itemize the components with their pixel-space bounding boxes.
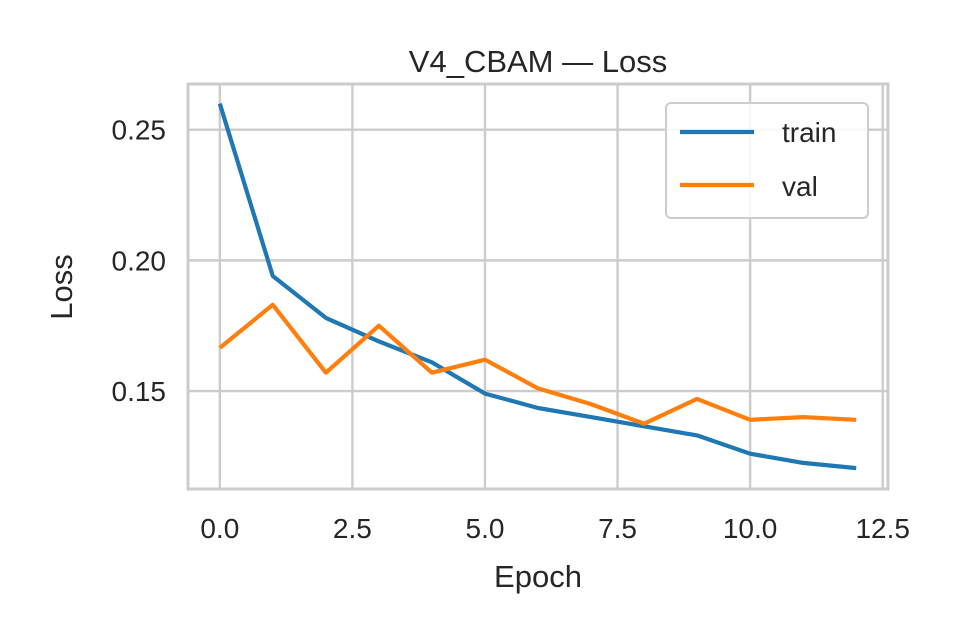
series-line-val	[218, 302, 857, 426]
x-tick-label: 12.5	[855, 513, 910, 544]
y-tick-label: 0.25	[112, 115, 167, 146]
x-tick-label: 7.5	[598, 513, 637, 544]
legend-label-train: train	[782, 117, 836, 148]
y-axis-label: Loss	[44, 254, 79, 319]
x-tick-label: 2.5	[333, 513, 372, 544]
y-tick-labels: 0.15 0.20 0.25	[112, 115, 167, 407]
x-tick-label: 0.0	[200, 513, 239, 544]
legend-label-val: val	[782, 171, 818, 202]
legend-box	[665, 102, 869, 219]
plot-frame	[186, 82, 890, 491]
x-tick-label: 10.0	[723, 513, 778, 544]
x-tick-labels: 0.0 2.5 5.0 7.5 10.0 12.5	[200, 513, 910, 544]
y-tick-label: 0.20	[112, 245, 167, 276]
y-tick-label: 0.15	[112, 376, 167, 407]
x-tick-label: 5.0	[466, 513, 505, 544]
legend: train val	[665, 102, 869, 219]
series-layer	[217, 102, 857, 471]
x-axis-label: Epoch	[494, 559, 582, 594]
series-line-train	[217, 102, 857, 471]
chart-title: V4_CBAM — Loss	[409, 44, 667, 79]
